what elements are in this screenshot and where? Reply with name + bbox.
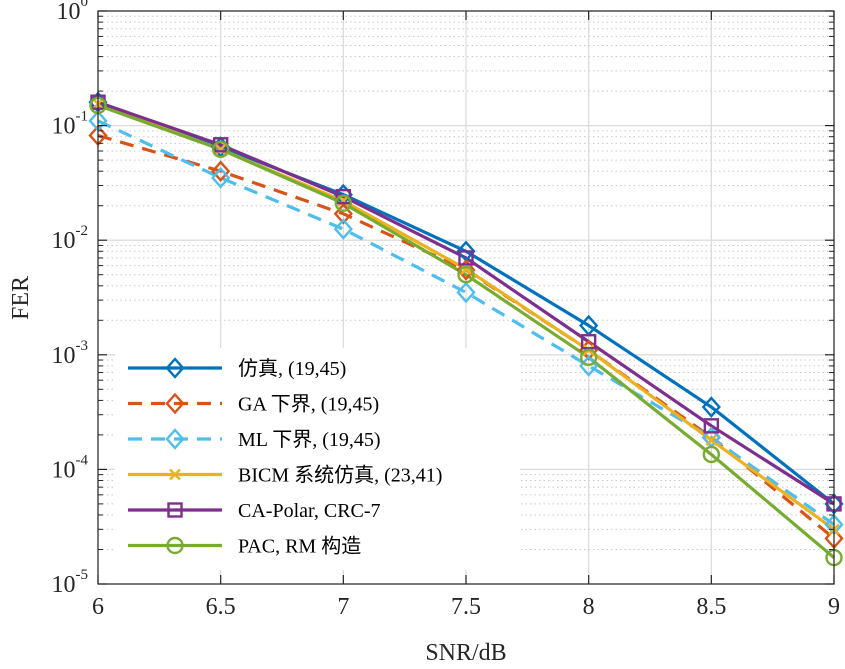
data-point-series-6	[457, 265, 475, 284]
x-tick-label: 7.5	[451, 594, 481, 620]
x-tick-label: 7	[337, 594, 349, 620]
y-tick-label: 10-2	[52, 223, 89, 254]
series-line-5-ca-polar-crc-7	[97, 100, 835, 506]
data-point-series-4	[214, 143, 227, 156]
data-point-series-4	[460, 263, 472, 275]
data-point-series-2	[333, 202, 353, 225]
legend-label: BICM 系统仿真, (23,41)	[238, 464, 442, 487]
legend-swatch-marker	[167, 502, 183, 518]
series-line-3-ml-19-45	[97, 119, 835, 526]
data-point-series-5	[458, 250, 474, 266]
legend-label: CA-Polar, CRC-7	[238, 500, 381, 522]
data-point-series-3	[211, 167, 231, 189]
data-point-series-6	[211, 140, 230, 159]
data-point-series-6	[702, 445, 721, 464]
x-tick-label: 6	[92, 594, 104, 620]
legend-box	[115, 348, 520, 570]
y-tick-label: 10-4	[52, 452, 89, 483]
data-point-series-2	[456, 259, 476, 281]
y-axis-label: FER	[8, 276, 34, 320]
data-point-series-3	[333, 218, 353, 240]
y-tick-label: 10-5	[52, 567, 89, 598]
axis-ticks: 100 10-1 10-2 10-3 10-4 10-56 6.5 7 7.5 8 8.5 9	[52, 0, 841, 620]
y-tick-label: 10-3	[52, 338, 89, 369]
legend-swatch-marker	[165, 392, 185, 415]
y-tick-label: 10-1	[52, 109, 89, 140]
legend-label: ML 下界, (19,45)	[238, 429, 381, 451]
data-point-series-4	[705, 434, 718, 446]
x-tick-label: 9	[828, 594, 840, 620]
data-point-series-1	[701, 396, 721, 418]
legend-label: 仿真, (19,45)	[238, 357, 346, 380]
data-point-series-6	[579, 348, 598, 367]
data-point-series-5	[703, 418, 720, 434]
x-tick-label: 8.5	[696, 594, 726, 620]
legend-label: PAC, RM 构造	[238, 535, 361, 558]
data-point-series-6	[334, 194, 353, 212]
x-tick-label: 6.5	[206, 594, 236, 620]
data-point-series-5	[335, 188, 352, 205]
y-tick-label: 100	[57, 0, 89, 25]
x-axis-label: SNR/dB	[425, 640, 506, 666]
legend-label: GA 下界, (19,45)	[238, 394, 379, 416]
legend-swatch-marker	[165, 428, 185, 450]
legend-swatch-marker	[166, 536, 184, 555]
data-point-series-2	[211, 160, 231, 183]
data-point-series-5	[580, 334, 597, 350]
data-point-series-3	[456, 281, 476, 304]
legend: 仿真, (19,45) GA 下界, (19,45) ML 下界, (19,45) B…	[115, 348, 520, 570]
legend-swatch-marker	[165, 357, 185, 379]
x-tick-label: 8	[583, 594, 595, 620]
legend-swatch-marker	[169, 468, 181, 481]
